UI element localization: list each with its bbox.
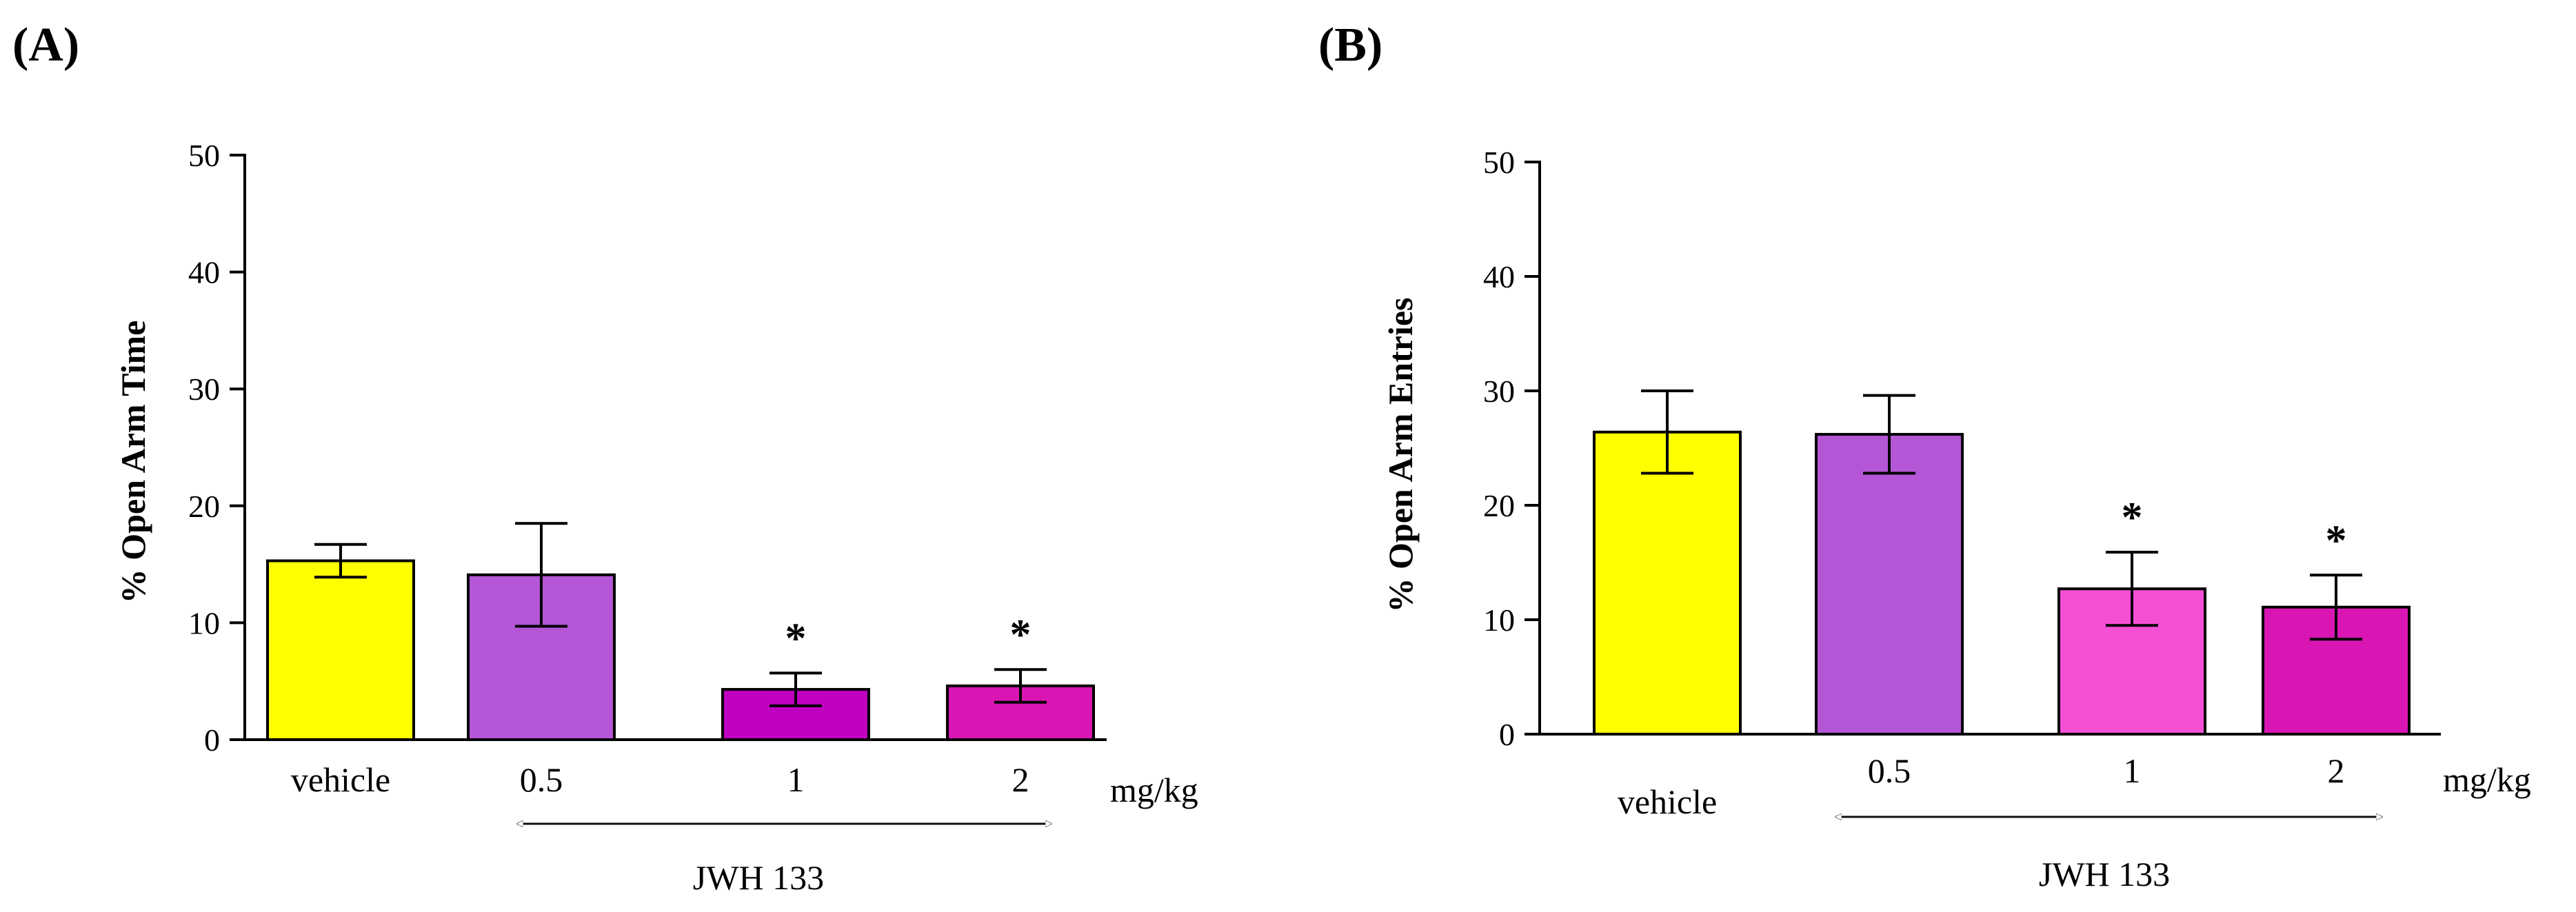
bars [1593,430,2411,736]
y-axis-label: % Open Arm Entries [1381,298,1420,613]
x-tick-label: 0.5 [520,760,563,799]
x-unit-label: mg/kg [1110,771,1198,809]
y-tick-label: 20 [1483,488,1515,523]
panel-label: (B) [1318,19,1382,72]
significance-markers: * * [785,611,1032,662]
y-tick-label: 10 [188,605,220,640]
significance-star: * [1010,611,1032,658]
bar-vehicle [1593,430,1742,736]
x-tick-label: 2 [1012,760,1029,799]
x-tick-label: 1 [787,760,805,799]
x-tick-label: vehicle [291,760,390,799]
bar-vehicle [266,559,415,742]
group-label: JWH 133 [693,858,824,897]
x-tick-labels: vehicle 0.5 1 2 [1618,751,2345,821]
y-tick-label: 40 [1483,259,1515,294]
y-ticks: 0 10 20 30 40 50 [1483,145,1540,752]
y-tick-label: 20 [188,489,220,524]
y-tick-label: 0 [204,722,220,758]
x-tick-label: 2 [2328,751,2345,790]
panel-label: (A) [12,19,79,72]
significance-star: * [2326,517,2347,564]
bars [266,559,1095,742]
y-tick-label: 30 [1483,374,1515,409]
y-axis-label: % Open Arm Time [114,321,152,604]
y-ticks: 0 10 20 30 40 50 [188,138,245,758]
x-tick-labels: vehicle 0.5 1 2 [291,760,1029,799]
error-bars [314,522,1047,707]
y-tick-label: 50 [188,138,220,173]
y-tick-label: 50 [1483,145,1515,180]
bar-0.5 [1815,433,1964,736]
group-label: JWH 133 [2039,855,2170,893]
significance-star: * [2122,494,2143,541]
y-tick-label: 30 [188,372,220,407]
significance-star: * [785,615,807,662]
x-unit-label: mg/kg [2443,760,2531,799]
y-tick-label: 40 [188,255,220,290]
significance-markers: * * [2122,494,2347,564]
x-tick-label: 0.5 [1868,751,1911,790]
y-tick-label: 10 [1483,602,1515,638]
y-tick-label: 0 [1499,717,1515,752]
x-tick-label: 1 [2124,751,2141,790]
x-tick-label: vehicle [1618,782,1717,821]
error-bars [1641,389,2362,641]
